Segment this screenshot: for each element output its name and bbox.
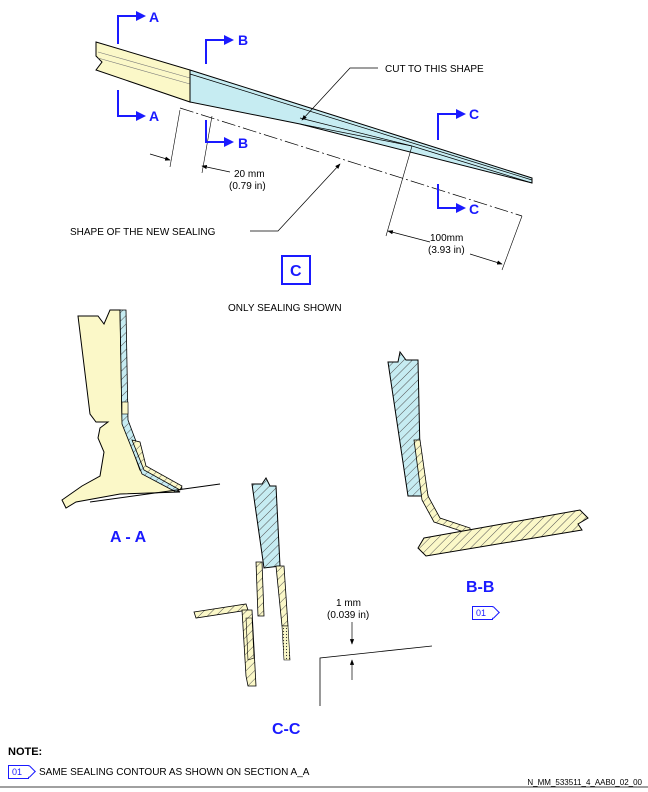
dim-20-in: (0.79 in) [229,181,266,192]
section-arrow-a-top: A [117,9,159,44]
note-title: NOTE: [8,746,43,758]
svg-text:C: C [469,106,479,122]
section-arrow-c-top: C [437,106,479,140]
gap-mm: 1 mm [336,598,361,609]
svg-text:B: B [238,135,248,151]
dim-100-in: (3.93 in) [428,245,465,256]
drawing-reference: N_MM_533511_4_AAB0_02_00 [527,778,642,787]
section-arrow-c-bottom: C [437,184,479,217]
section-cc: 1 mm (0.039 in) C-C [193,477,433,738]
yellow-panel [95,41,191,103]
dim-20-mm: 20 mm [234,169,265,180]
section-arrow-a-bottom: A [117,90,159,124]
gap-in: (0.039 in) [327,610,369,621]
section-arrow-b-bottom: B [205,120,248,151]
top-view: 20 mm (0.79 in) 100mm (3.93 in) CUT TO T… [70,9,533,314]
section-cc-title: C-C [272,721,301,738]
dim-100-mm: 100mm [430,233,463,244]
shape-centerline [179,107,523,217]
section-bb-title: B-B [466,579,494,596]
note-text: SAME SEALING CONTOUR AS SHOWN ON SECTION… [39,766,310,778]
view-letter-box [281,255,311,285]
svg-text:C: C [469,201,479,217]
section-bb: B-B [387,350,589,596]
svg-text:A: A [149,108,159,124]
note-tag: 01 [8,765,30,779]
bb-note-tag: 01 [472,606,494,620]
shape-label: SHAPE OF THE NEW SEALING [70,227,216,238]
view-caption: ONLY SEALING SHOWN [228,303,342,314]
view-letter: C [290,263,302,280]
cut-label: CUT TO THIS SHAPE [385,64,484,75]
new-sealing [189,69,533,184]
section-aa-title: A - A [110,529,147,546]
svg-text:A: A [149,9,159,25]
svg-text:B: B [238,32,248,48]
note-row: 01 SAME SEALING CONTOUR AS SHOWN ON SECT… [8,765,309,779]
section-arrow-b-top: B [205,32,248,64]
section-aa: A - A [61,309,221,546]
